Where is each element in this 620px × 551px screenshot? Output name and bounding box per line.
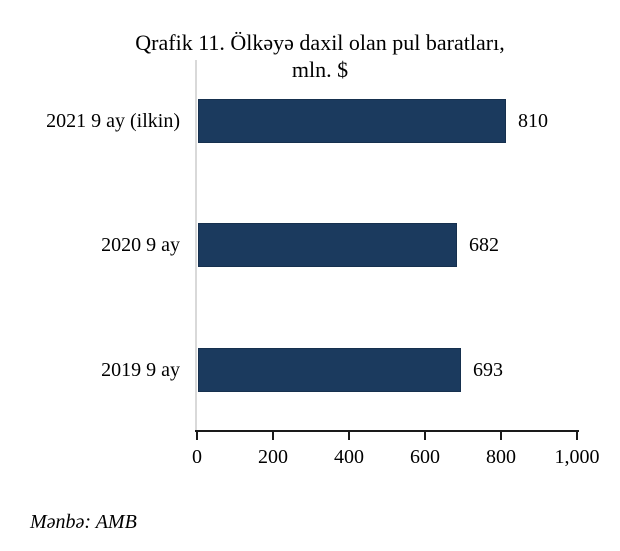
x-tick-mark	[424, 430, 426, 440]
x-axis-line	[195, 430, 579, 432]
value-label: 682	[469, 234, 499, 256]
x-tick-label: 0	[192, 446, 202, 468]
bar	[198, 348, 461, 392]
x-tick-label: 200	[258, 446, 288, 468]
x-tick-mark	[500, 430, 502, 440]
bar	[198, 99, 506, 143]
x-tick-mark	[576, 430, 578, 440]
chart-row: 2021 9 ay (ilkin) 810	[0, 99, 620, 143]
category-label: 2021 9 ay (ilkin)	[46, 110, 180, 132]
value-label: 693	[473, 359, 503, 381]
x-tick-label: 400	[334, 446, 364, 468]
chart-title-line1: Qrafik 11. Ölkəyə daxil olan pul baratla…	[135, 30, 505, 55]
x-tick-mark	[272, 430, 274, 440]
x-tick-mark	[196, 430, 198, 440]
x-tick-label: 800	[486, 446, 516, 468]
x-tick-label: 600	[410, 446, 440, 468]
bar	[198, 223, 457, 267]
y-axis-line	[195, 60, 197, 431]
chart-row: 2020 9 ay 682	[0, 223, 620, 267]
chart-title-line2: mln. $	[291, 57, 349, 82]
x-tick-label: 1,000	[554, 446, 600, 468]
x-tick-mark	[348, 430, 350, 440]
chart-title: Qrafik 11. Ölkəyə daxil olan pul baratla…	[20, 29, 620, 83]
chart-row: 2019 9 ay 693	[0, 348, 620, 392]
source-note: Mənbə: AMB	[30, 511, 137, 533]
category-label: 2020 9 ay	[101, 234, 180, 256]
value-label: 810	[518, 110, 548, 132]
category-label: 2019 9 ay	[101, 359, 180, 381]
